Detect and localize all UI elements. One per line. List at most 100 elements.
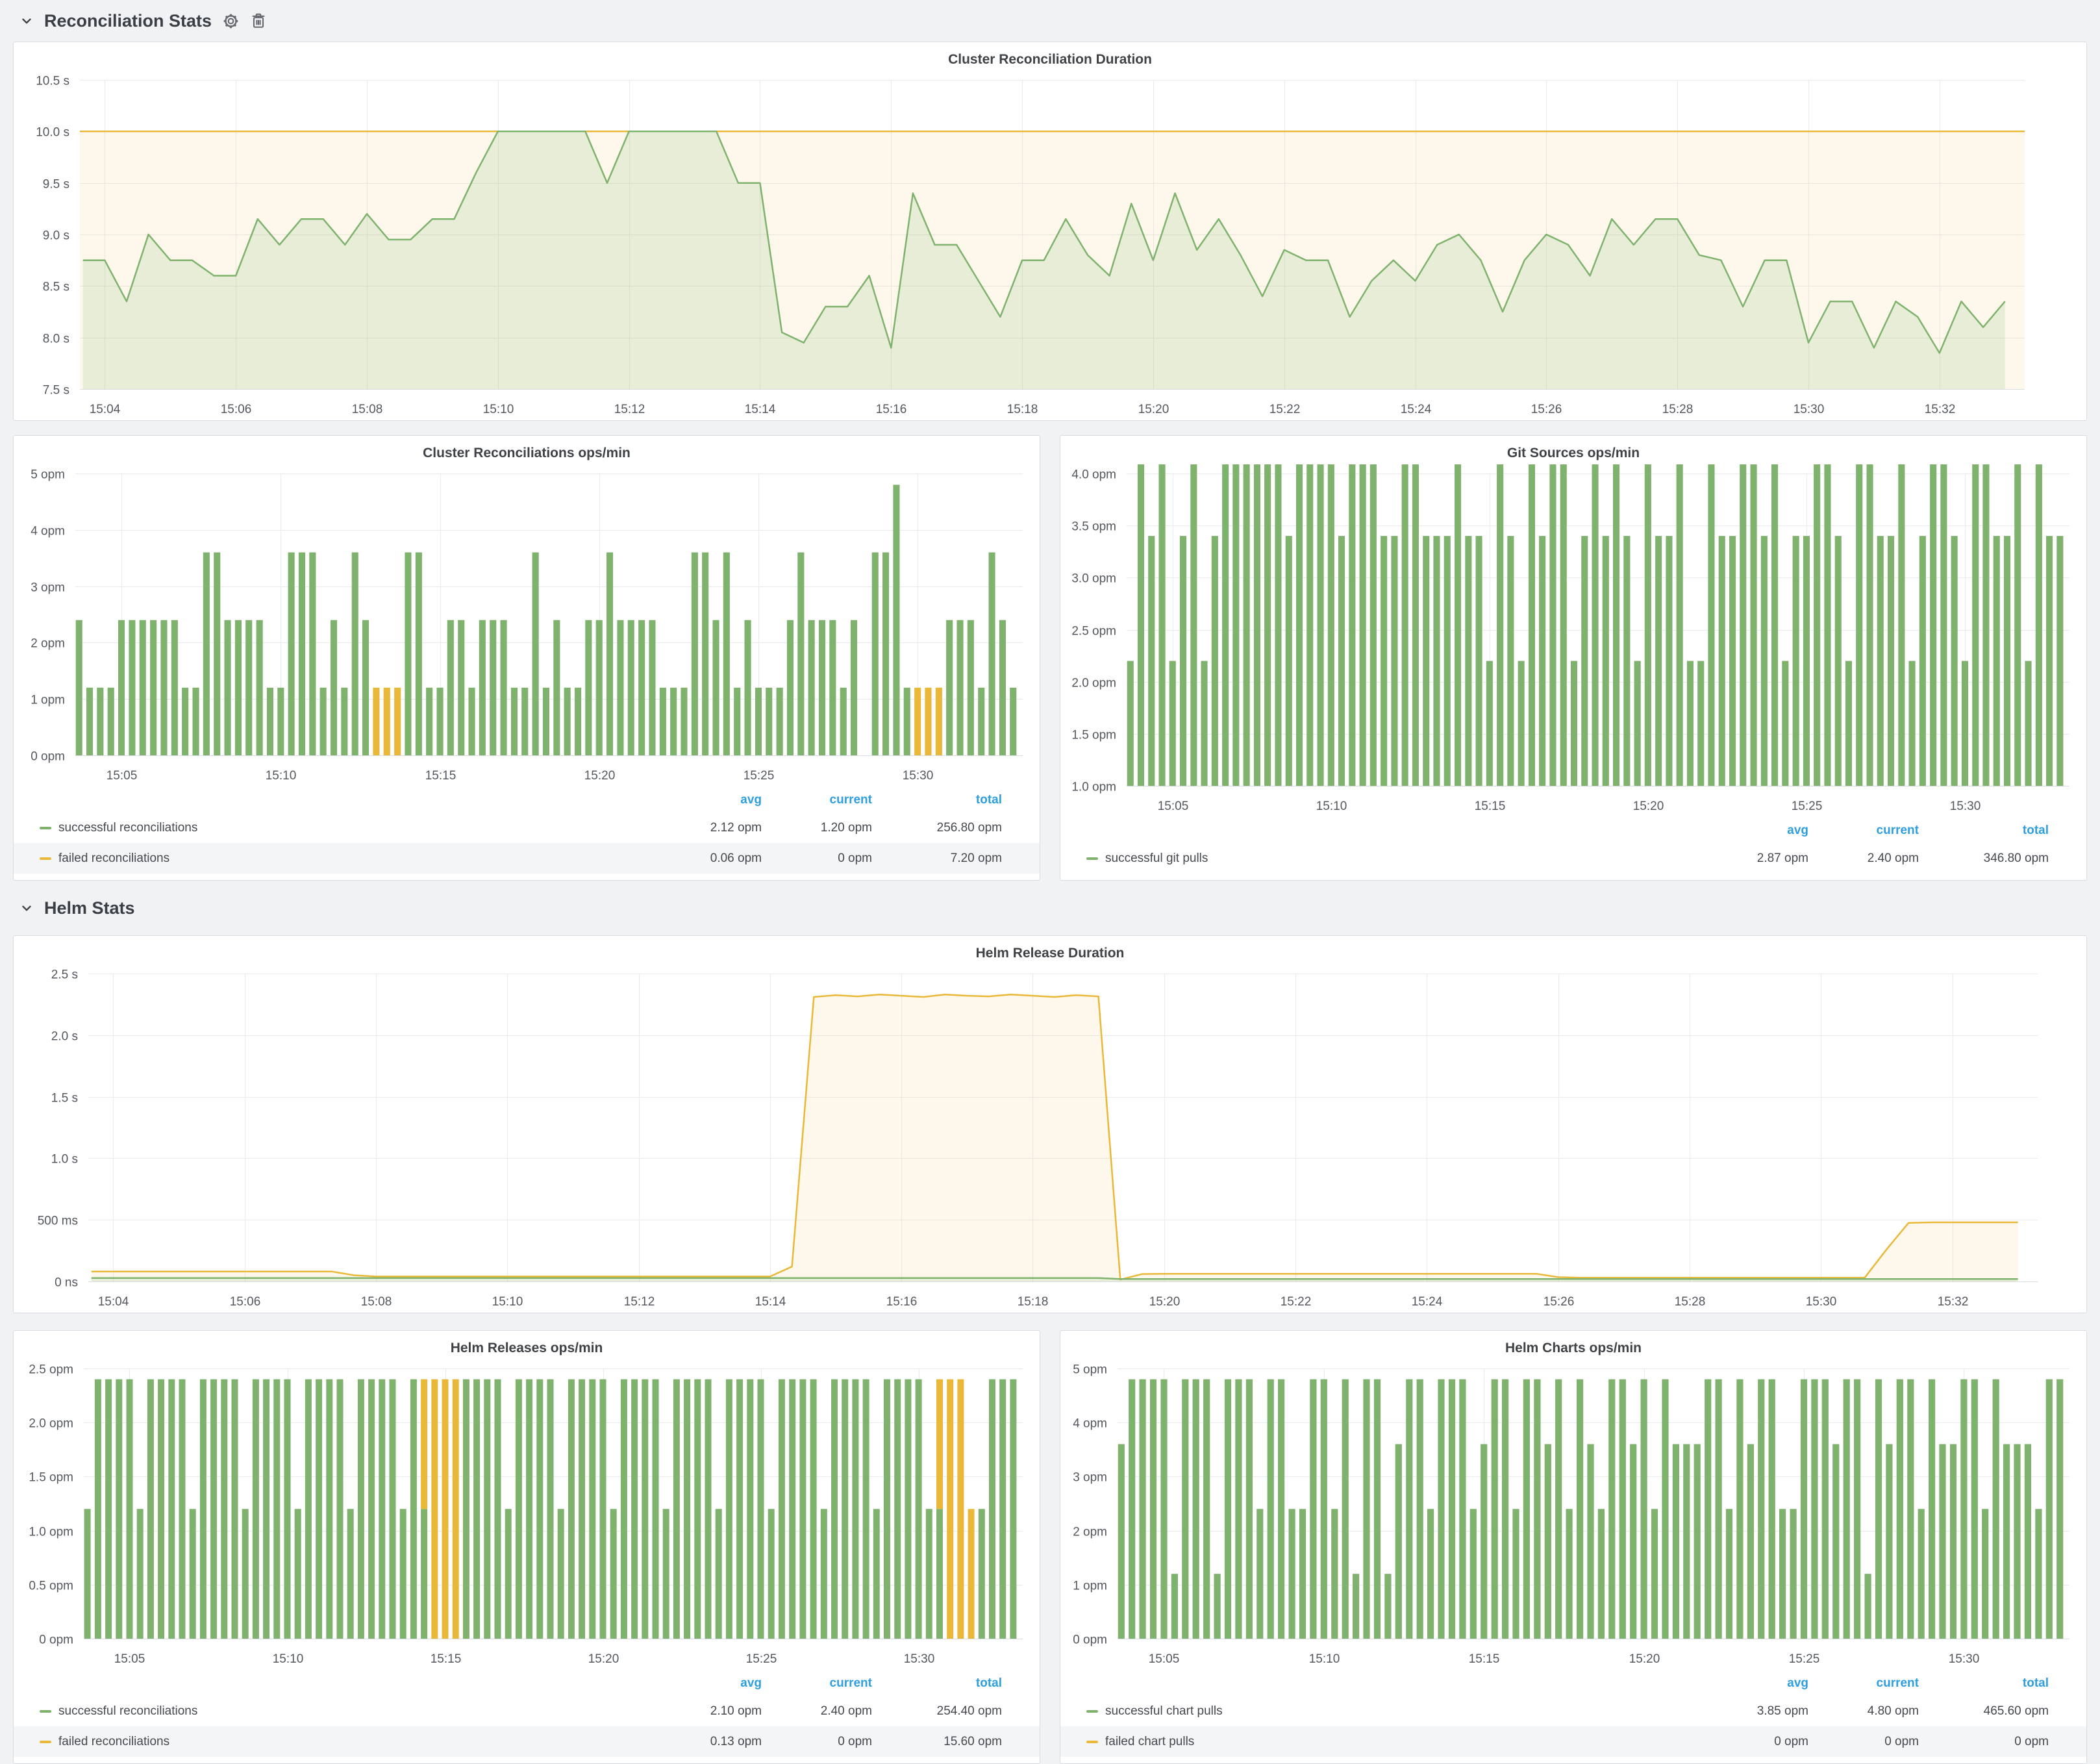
chart-canvas: 15:04 15:06 15:08 15:10 15:12 15:14 15:16 15:18… [36,75,2025,416]
svg-text:1.5 opm: 1.5 opm [1071,729,1116,742]
legend-value: 2.87 opm [1756,851,1808,865]
chart-cluster-reconciliation-duration[interactable]: 15:04 15:06 15:08 15:10 15:12 15:14 15:16 15:18… [14,71,2086,420]
svg-text:1.5 s: 1.5 s [51,1092,78,1105]
series-name[interactable]: failed reconciliations [58,1734,170,1748]
svg-text:15:20: 15:20 [1629,1652,1660,1666]
chart-helm-release-duration[interactable]: 15:04 15:06 15:08 15:10 15:12 15:14 15:16 15:18… [14,964,2086,1313]
chart-canvas: 15:05 15:10 15:15 15:20 15:25 15:30 0 opm 1 opm… [1073,1363,2069,1666]
svg-text:1.0 opm: 1.0 opm [1071,781,1116,794]
svg-text:15:05: 15:05 [1149,1652,1180,1666]
panel-cluster-reconciliations-opm: Cluster Reconciliations ops/min 15:05 15:… [13,435,1040,881]
svg-text:15:28: 15:28 [1675,1295,1706,1309]
panel-cluster-reconciliation-duration: Cluster Reconciliation Duration 15:04 15:… [13,42,2087,421]
legend-column-total[interactable]: total [2022,824,2049,837]
svg-text:8.0 s: 8.0 s [43,333,69,346]
series-swatch [1086,857,1098,860]
panel-title[interactable]: Helm Release Duration [975,946,1125,961]
chart-git-sources-opm[interactable]: 15:05 15:10 15:15 15:20 15:25 15:30 1.0 opm 1.5… [1060,464,2086,817]
panel-title[interactable]: Cluster Reconciliation Duration [948,52,1152,67]
chart-helm-releases-opm[interactable]: 15:05 15:10 15:15 15:20 15:25 15:30 0 opm 0.5 o… [14,1359,1040,1670]
chart-helm-charts-opm[interactable]: 15:05 15:10 15:15 15:20 15:25 15:30 0 opm 1 opm… [1060,1359,2086,1670]
svg-text:15:30: 15:30 [904,1652,935,1666]
legend-value: 465.60 opm [1983,1704,2049,1718]
svg-text:15:05: 15:05 [1158,800,1189,813]
svg-text:8.5 s: 8.5 s [43,281,69,294]
panel-title[interactable]: Cluster Reconciliations ops/min [423,446,631,460]
series-name[interactable]: failed chart pulls [1105,1734,1195,1748]
legend-column-avg[interactable]: avg [1787,824,1808,837]
legend-column-current[interactable]: current [829,793,872,807]
svg-text:15:14: 15:14 [755,1295,786,1309]
legend-column-total[interactable]: total [2022,1676,2049,1690]
svg-text:1 opm: 1 opm [31,694,65,707]
svg-text:15:10: 15:10 [266,769,297,783]
legend-value: 0 opm [1884,1734,1919,1748]
legend-row: failed chart pulls 0 opm 0 opm 0 opm [1060,1726,2086,1757]
svg-text:2 opm: 2 opm [1073,1526,1107,1539]
legend: avg current total successful reconciliation… [14,787,1040,880]
legend-value: 7.20 opm [950,851,1002,865]
svg-text:10.0 s: 10.0 s [36,126,69,140]
series-swatch [40,826,51,829]
legend-value: 4.80 opm [1867,1704,1919,1718]
legend-value: 2.40 opm [1867,851,1919,865]
legend-column-current[interactable]: current [1876,824,1919,837]
series-name[interactable]: successful reconciliations [58,820,198,835]
svg-text:15:16: 15:16 [886,1295,918,1309]
legend-column-avg[interactable]: avg [1787,1676,1808,1690]
svg-text:15:16: 15:16 [876,403,907,416]
svg-text:15:22: 15:22 [1281,1295,1312,1309]
legend-header: avg current total [14,788,1040,813]
trash-icon[interactable] [250,12,267,29]
svg-text:15:32: 15:32 [1938,1295,1969,1309]
svg-text:15:10: 15:10 [273,1652,304,1666]
svg-text:15:26: 15:26 [1544,1295,1575,1309]
legend-row: successful chart pulls 3.85 opm 4.80 opm 46… [1060,1696,2086,1726]
legend-value: 2.10 opm [710,1704,762,1718]
svg-text:15:15: 15:15 [1469,1652,1500,1666]
gear-icon[interactable] [222,12,240,30]
legend-column-avg[interactable]: avg [740,793,762,807]
svg-text:9.5 s: 9.5 s [43,178,69,192]
chart-cluster-reconciliations-opm[interactable]: 15:05 15:10 15:15 15:20 15:25 15:30 0 opm 1 opm… [14,464,1040,787]
chart-canvas: 15:05 15:10 15:15 15:20 15:25 15:30 0 opm 1 opm… [31,468,1023,783]
series-name[interactable]: failed reconciliations [58,851,170,865]
legend-value: 2.12 opm [710,820,762,835]
svg-text:4 opm: 4 opm [31,525,65,538]
series-name[interactable]: successful git pulls [1105,851,1208,865]
legend-row: failed reconciliations 0.06 opm 0 opm 7.20 … [14,843,1040,874]
legend-column-avg[interactable]: avg [740,1676,762,1690]
series-name[interactable]: successful reconciliations [58,1704,198,1718]
panel-title[interactable]: Git Sources ops/min [1506,446,1640,460]
series-name[interactable]: successful chart pulls [1105,1704,1223,1718]
legend-value: 3.85 opm [1756,1704,1808,1718]
legend-column-current[interactable]: current [1876,1676,1919,1690]
svg-text:15:20: 15:20 [1633,800,1664,813]
legend-value: 0 opm [1774,1734,1808,1748]
svg-text:9.0 s: 9.0 s [43,229,69,243]
svg-text:15:32: 15:32 [1925,403,1956,416]
legend-row: successful reconciliations 2.12 opm 1.20 o… [14,813,1040,843]
legend-value: 15.60 opm [944,1734,1002,1748]
legend-column-total[interactable]: total [975,1676,1002,1690]
svg-text:15:20: 15:20 [584,769,616,783]
svg-text:3 opm: 3 opm [31,581,65,595]
svg-text:1.0 opm: 1.0 opm [29,1526,73,1539]
panel-title[interactable]: Helm Releases ops/min [450,1341,603,1355]
section-header-helm-stats[interactable]: Helm Stats [13,881,2087,935]
svg-text:2.5 opm: 2.5 opm [1071,625,1116,638]
legend: avg current total successful git pulls 2.87 … [1060,817,2086,880]
panel-title[interactable]: Helm Charts ops/min [1505,1341,1642,1355]
section-header-reconciliation-stats[interactable]: Reconciliation Stats [13,0,2087,42]
svg-text:15:25: 15:25 [746,1652,777,1666]
svg-text:15:28: 15:28 [1662,403,1694,416]
svg-text:15:04: 15:04 [90,403,121,416]
svg-text:15:18: 15:18 [1007,403,1038,416]
legend-row: successful reconciliations 2.10 opm 2.40 o… [14,1696,1040,1726]
legend-column-total[interactable]: total [975,793,1002,807]
svg-text:15:10: 15:10 [1309,1652,1340,1666]
chevron-down-icon [19,14,34,28]
legend-column-current[interactable]: current [829,1676,872,1690]
svg-text:15:25: 15:25 [1789,1652,1820,1666]
chart-canvas: 15:05 15:10 15:15 15:20 15:25 15:30 0 opm 0.5 o… [29,1363,1023,1666]
